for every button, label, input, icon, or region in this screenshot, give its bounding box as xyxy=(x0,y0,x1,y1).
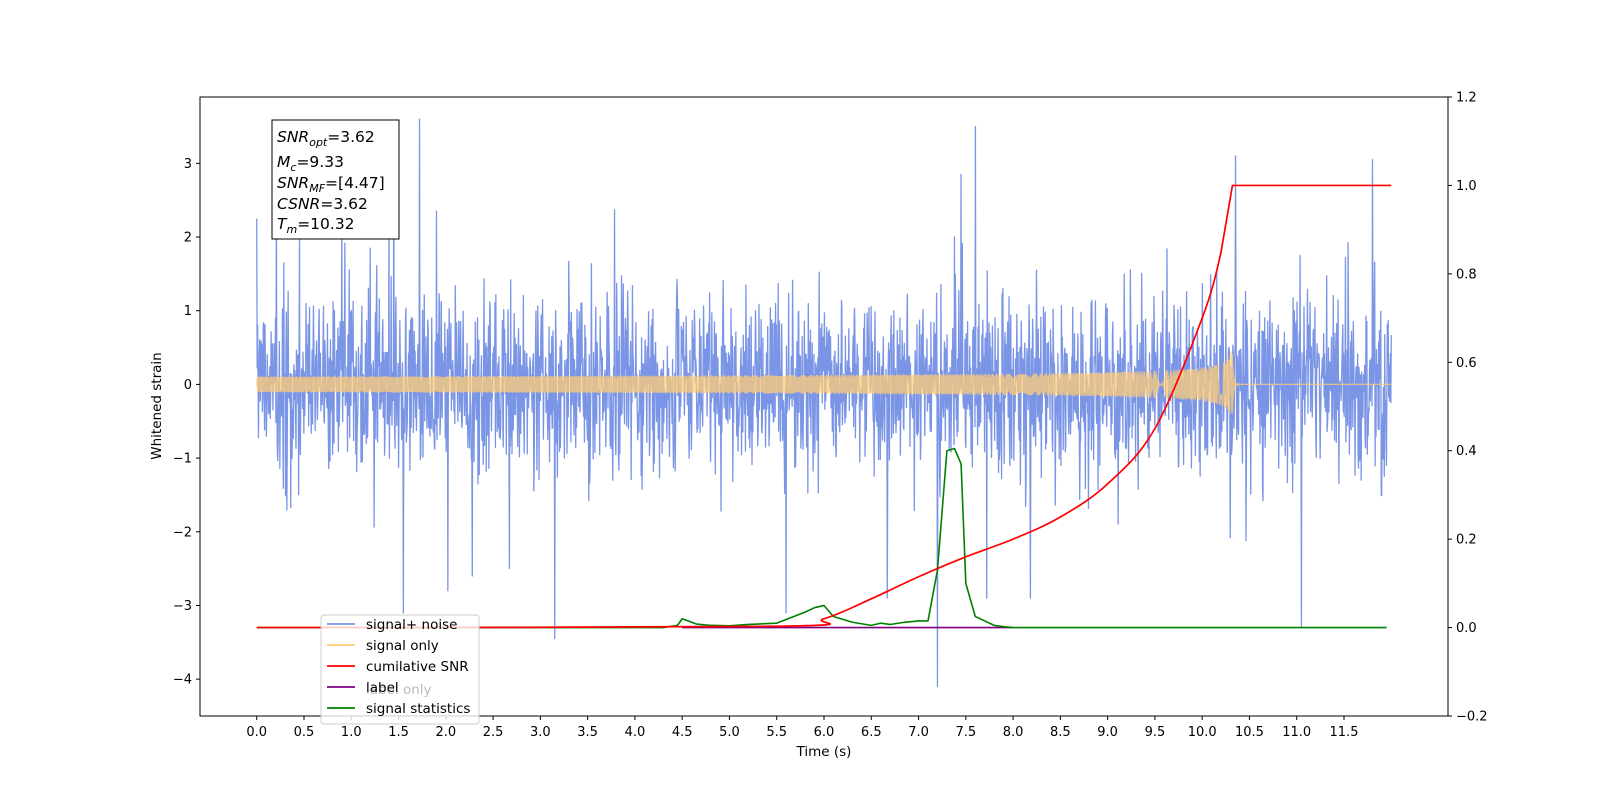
legend-label: label xyxy=(366,680,399,696)
series-signal-plus-noise xyxy=(256,118,1392,688)
x-tick-label: 6.0 xyxy=(814,725,835,740)
y-tick-label-right: 0.2 xyxy=(1456,533,1477,548)
x-tick-label: 3.0 xyxy=(530,725,551,740)
series-layer xyxy=(256,118,1392,688)
legend: label only signal+ noise signal only cumil… xyxy=(320,614,480,725)
annotation-line: Mc=9.33 xyxy=(277,153,344,174)
x-tick-label: 6.5 xyxy=(861,725,882,740)
y-tick-label-left: −4 xyxy=(173,673,192,688)
series-signal-statistics xyxy=(256,447,1387,629)
legend-label: signal statistics xyxy=(366,701,470,717)
x-tick-label: 0.0 xyxy=(246,725,267,740)
x-tick-label: 7.5 xyxy=(955,725,976,740)
legend-label: signal only xyxy=(366,638,439,654)
x-tick-label: 10.5 xyxy=(1235,725,1264,740)
annotation-line: SNRopt=3.62 xyxy=(277,128,375,149)
x-tick-label: 5.5 xyxy=(766,725,787,740)
ticks-layer: 0.0 0.5 1.0 1.5 2.0 2.5 3.0 3.5 4.0 4.5 5.0 5.5 6.0 6… xyxy=(173,91,1488,741)
x-axis-label: Time (s) xyxy=(796,744,852,760)
x-tick-label: 0.5 xyxy=(294,725,315,740)
y-tick-label-right: 0.8 xyxy=(1456,267,1477,282)
y-tick-label-left: 1 xyxy=(184,304,192,319)
annotation-line: CSNR=3.62 xyxy=(277,195,368,213)
legend-ghost-text: label only xyxy=(366,682,432,698)
y-tick-label-right: 0.4 xyxy=(1456,444,1477,459)
x-tick-label: 2.0 xyxy=(435,725,456,740)
x-tick-label: 10.0 xyxy=(1188,725,1217,740)
x-tick-label: 8.0 xyxy=(1003,725,1024,740)
legend-label: cumilative SNR xyxy=(366,659,469,675)
annotation-line: SNRMF=[4.47] xyxy=(277,174,385,195)
x-tick-label: 9.5 xyxy=(1145,725,1166,740)
x-tick-label: 11.0 xyxy=(1282,725,1311,740)
x-tick-label: 4.5 xyxy=(672,725,693,740)
y-tick-label-left: 0 xyxy=(184,378,192,393)
annotation-frame xyxy=(271,119,400,240)
y-tick-label-right: 0.6 xyxy=(1456,356,1477,371)
y-tick-label-left: 2 xyxy=(184,231,192,246)
y-tick-label-left: −2 xyxy=(173,525,192,540)
y-tick-label-right: 1.0 xyxy=(1456,179,1477,194)
x-tick-label: 9.0 xyxy=(1097,725,1118,740)
x-tick-label: 5.0 xyxy=(719,725,740,740)
y-tick-label-left: −1 xyxy=(173,452,192,467)
x-tick-label: 7.0 xyxy=(908,725,929,740)
annotation-box: SNRopt=3.62 Mc=9.33 SNRMF=[4.47] CSNR=3.… xyxy=(271,119,400,240)
y-tick-label-left: −3 xyxy=(173,599,192,614)
x-tick-label: 3.5 xyxy=(577,725,598,740)
annotation-line: Tm=10.32 xyxy=(277,215,355,236)
y-tick-label-right: 1.2 xyxy=(1456,91,1477,106)
x-tick-label: 1.5 xyxy=(388,725,409,740)
x-tick-label: 2.5 xyxy=(483,725,504,740)
x-tick-label: 11.5 xyxy=(1330,725,1359,740)
legend-label: signal+ noise xyxy=(366,617,457,633)
y-axis-label-left: Whitened strain xyxy=(149,352,165,459)
y-tick-label-right: 0.0 xyxy=(1456,621,1477,636)
y-tick-label-left: 3 xyxy=(184,157,192,172)
x-tick-label: 4.0 xyxy=(625,725,646,740)
x-tick-label: 1.0 xyxy=(341,725,362,740)
y-tick-label-right: −0.2 xyxy=(1456,710,1488,725)
legend-frame xyxy=(320,614,480,725)
x-tick-label: 8.5 xyxy=(1050,725,1071,740)
series-cumilative-snr xyxy=(256,184,1392,629)
series-signal-only xyxy=(256,351,1392,414)
